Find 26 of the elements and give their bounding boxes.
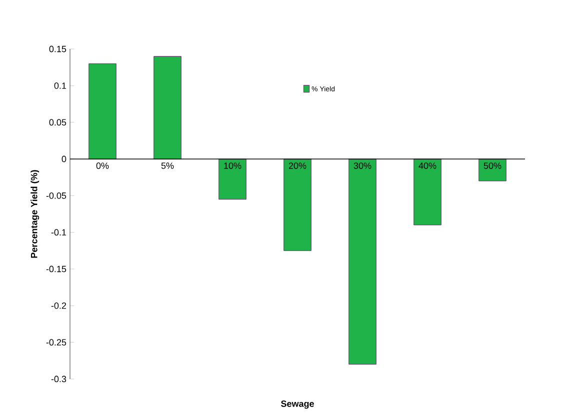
y-tick-label: -0.3 bbox=[51, 376, 66, 382]
bar bbox=[154, 56, 182, 160]
x-tick-label: 50% bbox=[484, 162, 502, 169]
y-tick-label: -0.05 bbox=[46, 192, 66, 199]
bar bbox=[478, 158, 506, 182]
bar bbox=[218, 158, 246, 200]
x-tick-label: 30% bbox=[354, 162, 372, 169]
y-tick-label: -0.15 bbox=[46, 266, 66, 272]
y-tick-label: -0.1 bbox=[51, 229, 66, 236]
bar bbox=[348, 158, 376, 365]
x-tick-label: 20% bbox=[288, 162, 306, 169]
y-tick-label: 0.05 bbox=[49, 119, 66, 126]
x-tick-label: 10% bbox=[224, 162, 242, 169]
bar bbox=[414, 158, 442, 226]
bar bbox=[88, 63, 116, 160]
x-axis-title: Sewage bbox=[281, 400, 314, 409]
x-tick-label: 40% bbox=[418, 162, 436, 169]
x-tick-label: 0% bbox=[96, 162, 109, 169]
y-tick-label: -0.25 bbox=[46, 339, 66, 346]
y-tick-label: 0 bbox=[62, 156, 66, 162]
bar bbox=[284, 158, 312, 251]
x-tick-label: 5% bbox=[161, 162, 174, 169]
y-tick-label: 0.15 bbox=[49, 46, 66, 52]
y-tick-label: 0.1 bbox=[54, 82, 66, 89]
y-tick-label: -0.2 bbox=[51, 302, 66, 309]
y-axis-title: Percentage Yield (%) bbox=[30, 170, 40, 258]
